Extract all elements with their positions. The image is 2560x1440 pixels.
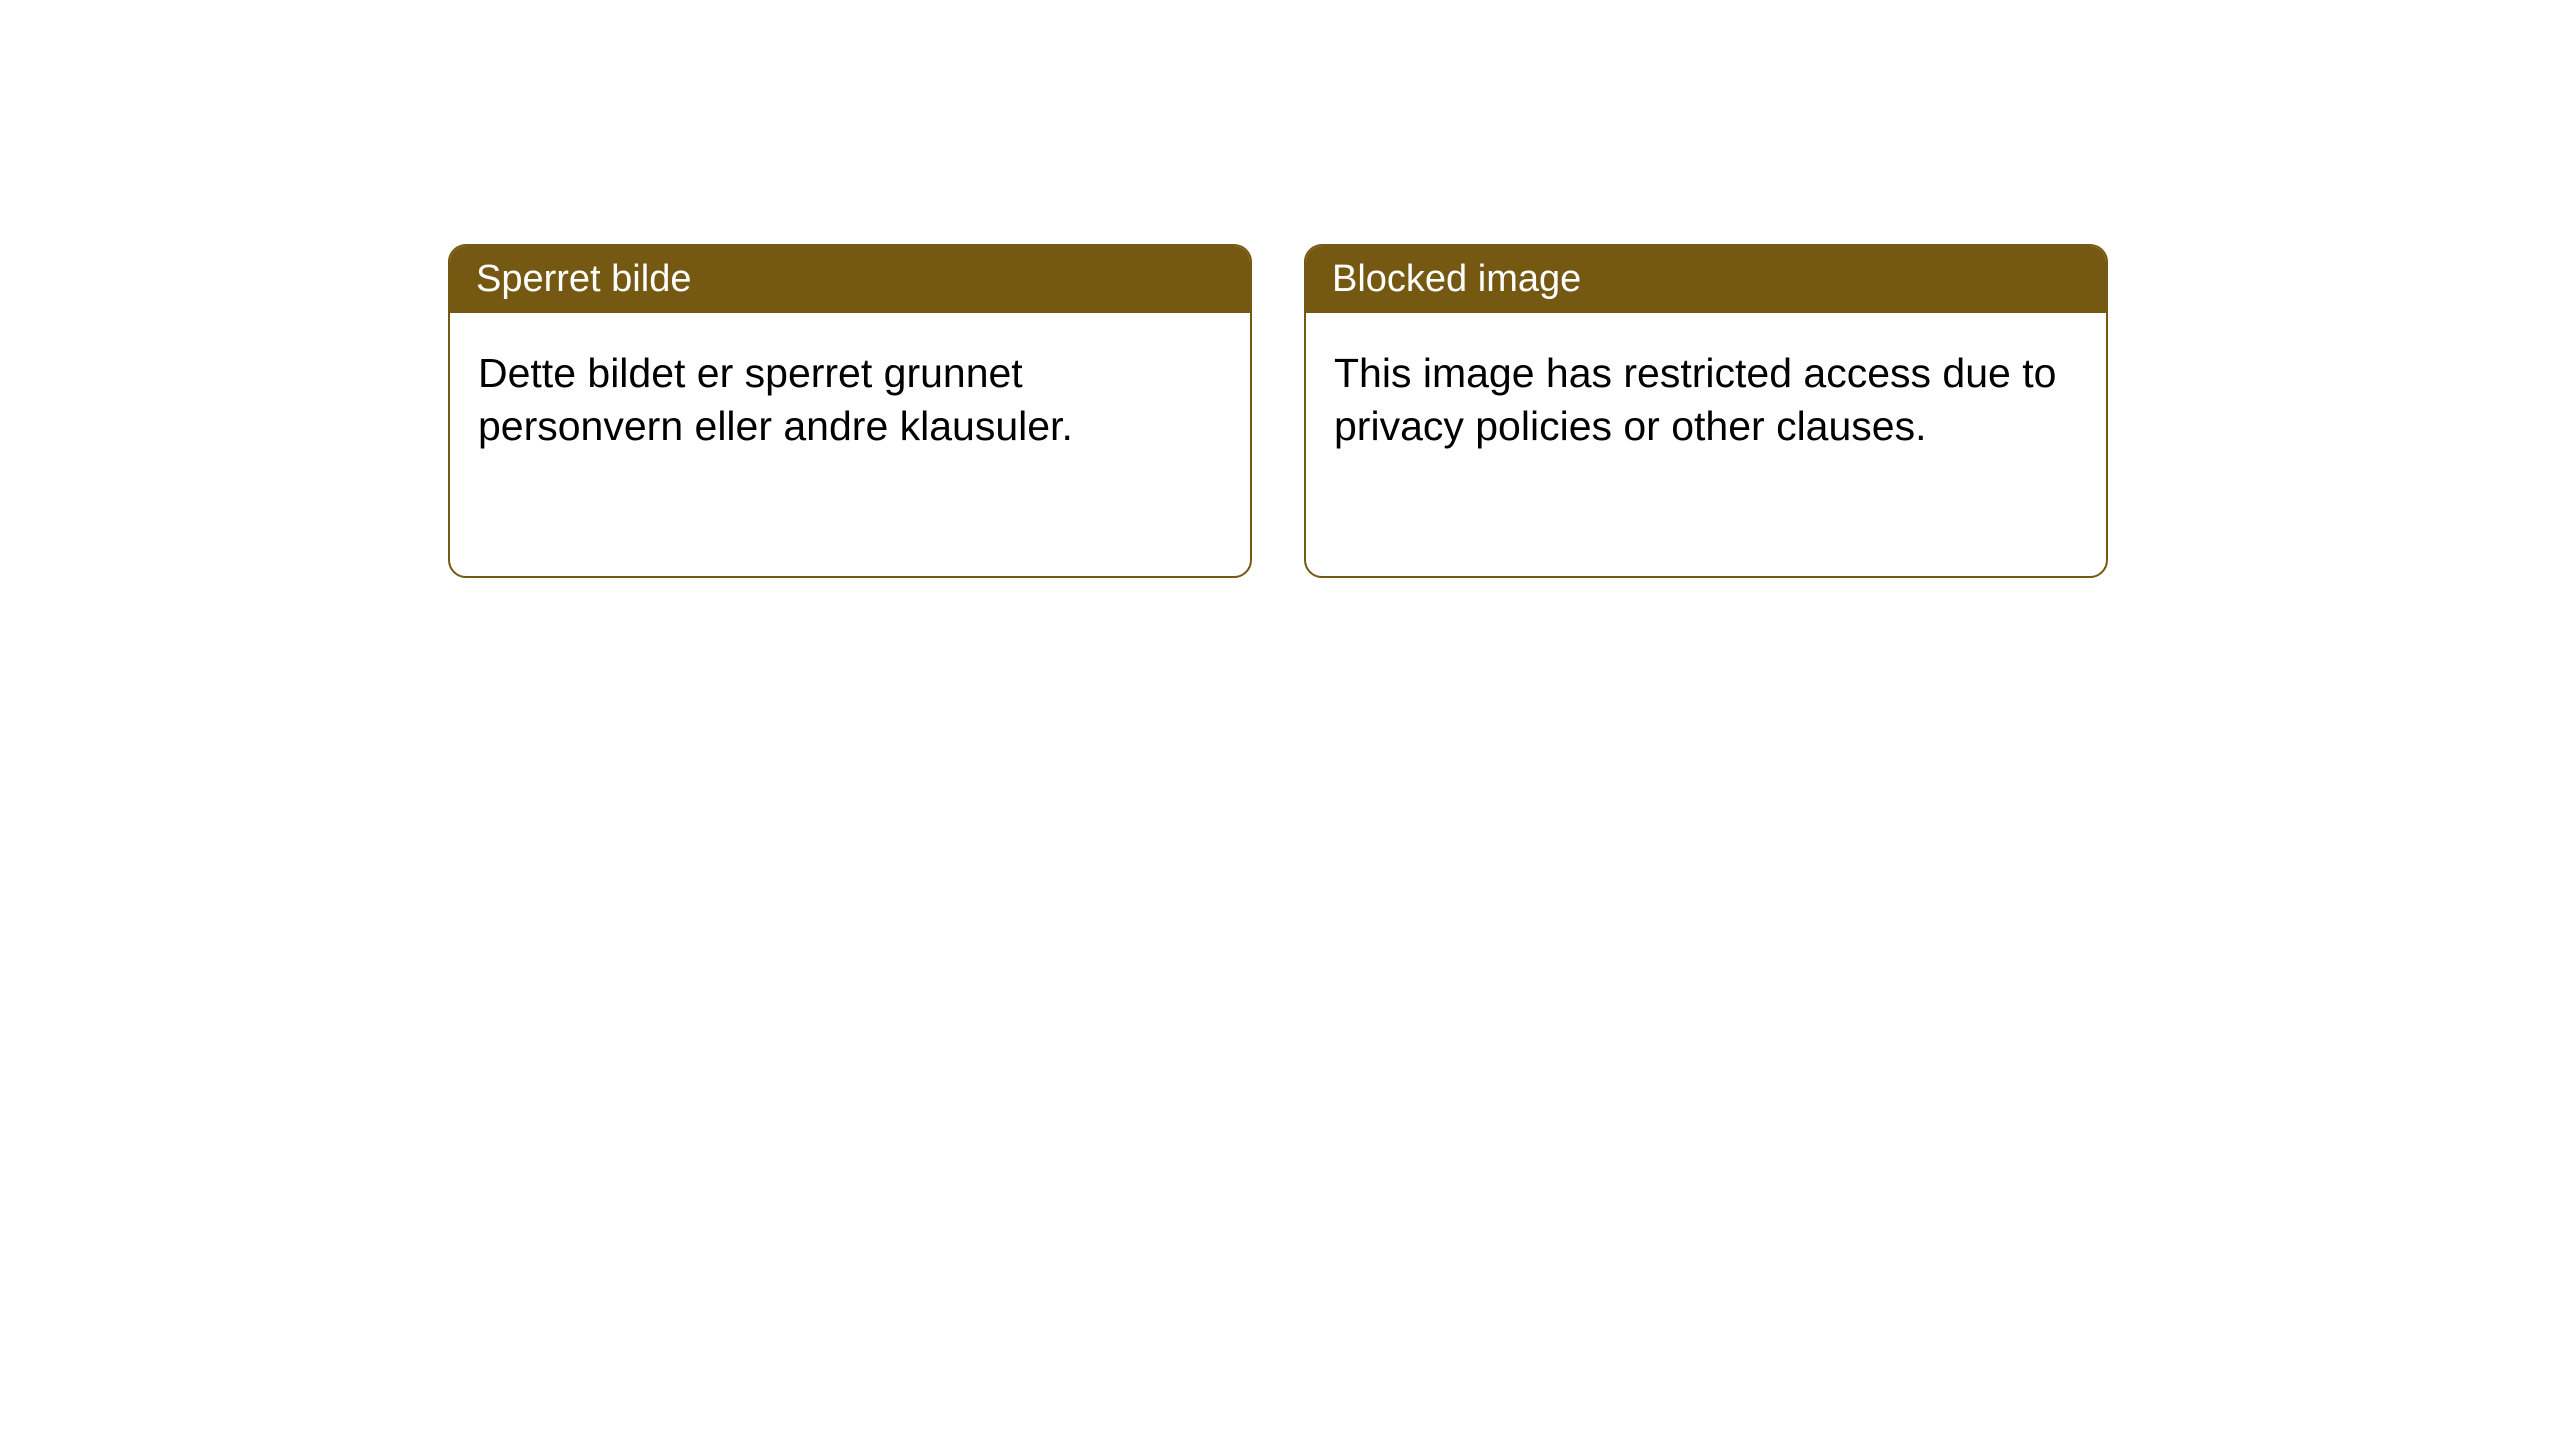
card-body: Dette bildet er sperret grunnet personve… [450, 313, 1250, 488]
card-body: This image has restricted access due to … [1306, 313, 2106, 488]
card-body-text: This image has restricted access due to … [1334, 350, 2056, 449]
card-title: Blocked image [1332, 258, 1581, 300]
card-header: Blocked image [1306, 246, 2106, 313]
card-header: Sperret bilde [450, 246, 1250, 313]
notice-container: Sperret bilde Dette bildet er sperret gr… [448, 244, 2108, 578]
notice-card-norwegian: Sperret bilde Dette bildet er sperret gr… [448, 244, 1252, 578]
card-title: Sperret bilde [476, 258, 691, 300]
notice-card-english: Blocked image This image has restricted … [1304, 244, 2108, 578]
card-body-text: Dette bildet er sperret grunnet personve… [478, 350, 1073, 449]
